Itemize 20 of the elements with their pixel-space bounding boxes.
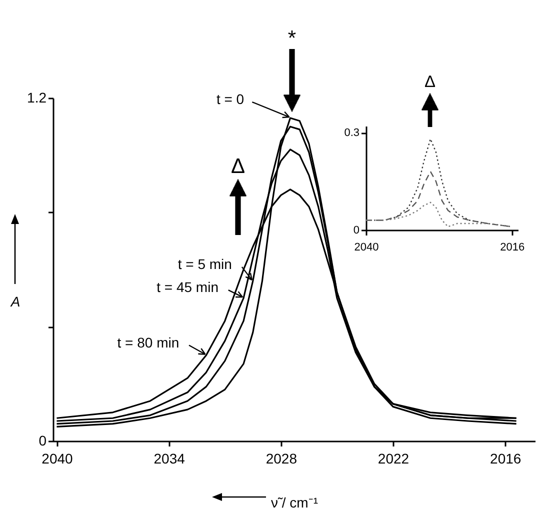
x-tick-label: 2040: [354, 242, 379, 254]
legend-label: t = 45 min: [156, 279, 218, 296]
legend-label: t = 5 min: [178, 256, 232, 272]
text: Δ: [424, 73, 436, 91]
text: *: [288, 27, 296, 50]
x-tick-label: 2040: [42, 450, 74, 466]
y-axis-title: A: [10, 294, 20, 310]
x-tick-label: 2034: [154, 450, 186, 466]
text: t = 0: [216, 91, 244, 108]
annotation: Δ: [230, 155, 246, 178]
x-tick-label: 2028: [266, 450, 298, 466]
y-tick-label: 0: [353, 224, 360, 236]
x-tick-label: 2016: [500, 242, 525, 254]
x-tick-label: 2016: [490, 450, 522, 466]
x-tick-label: 2022: [378, 450, 410, 466]
x-axis-title: ν̃ / cm⁻¹: [271, 494, 318, 510]
y-tick-label: 0: [38, 432, 47, 448]
legend-label: t = 80 min: [117, 334, 180, 350]
y-tick-label: 1.2: [27, 90, 47, 106]
y-tick-label: 0.3: [344, 127, 360, 139]
